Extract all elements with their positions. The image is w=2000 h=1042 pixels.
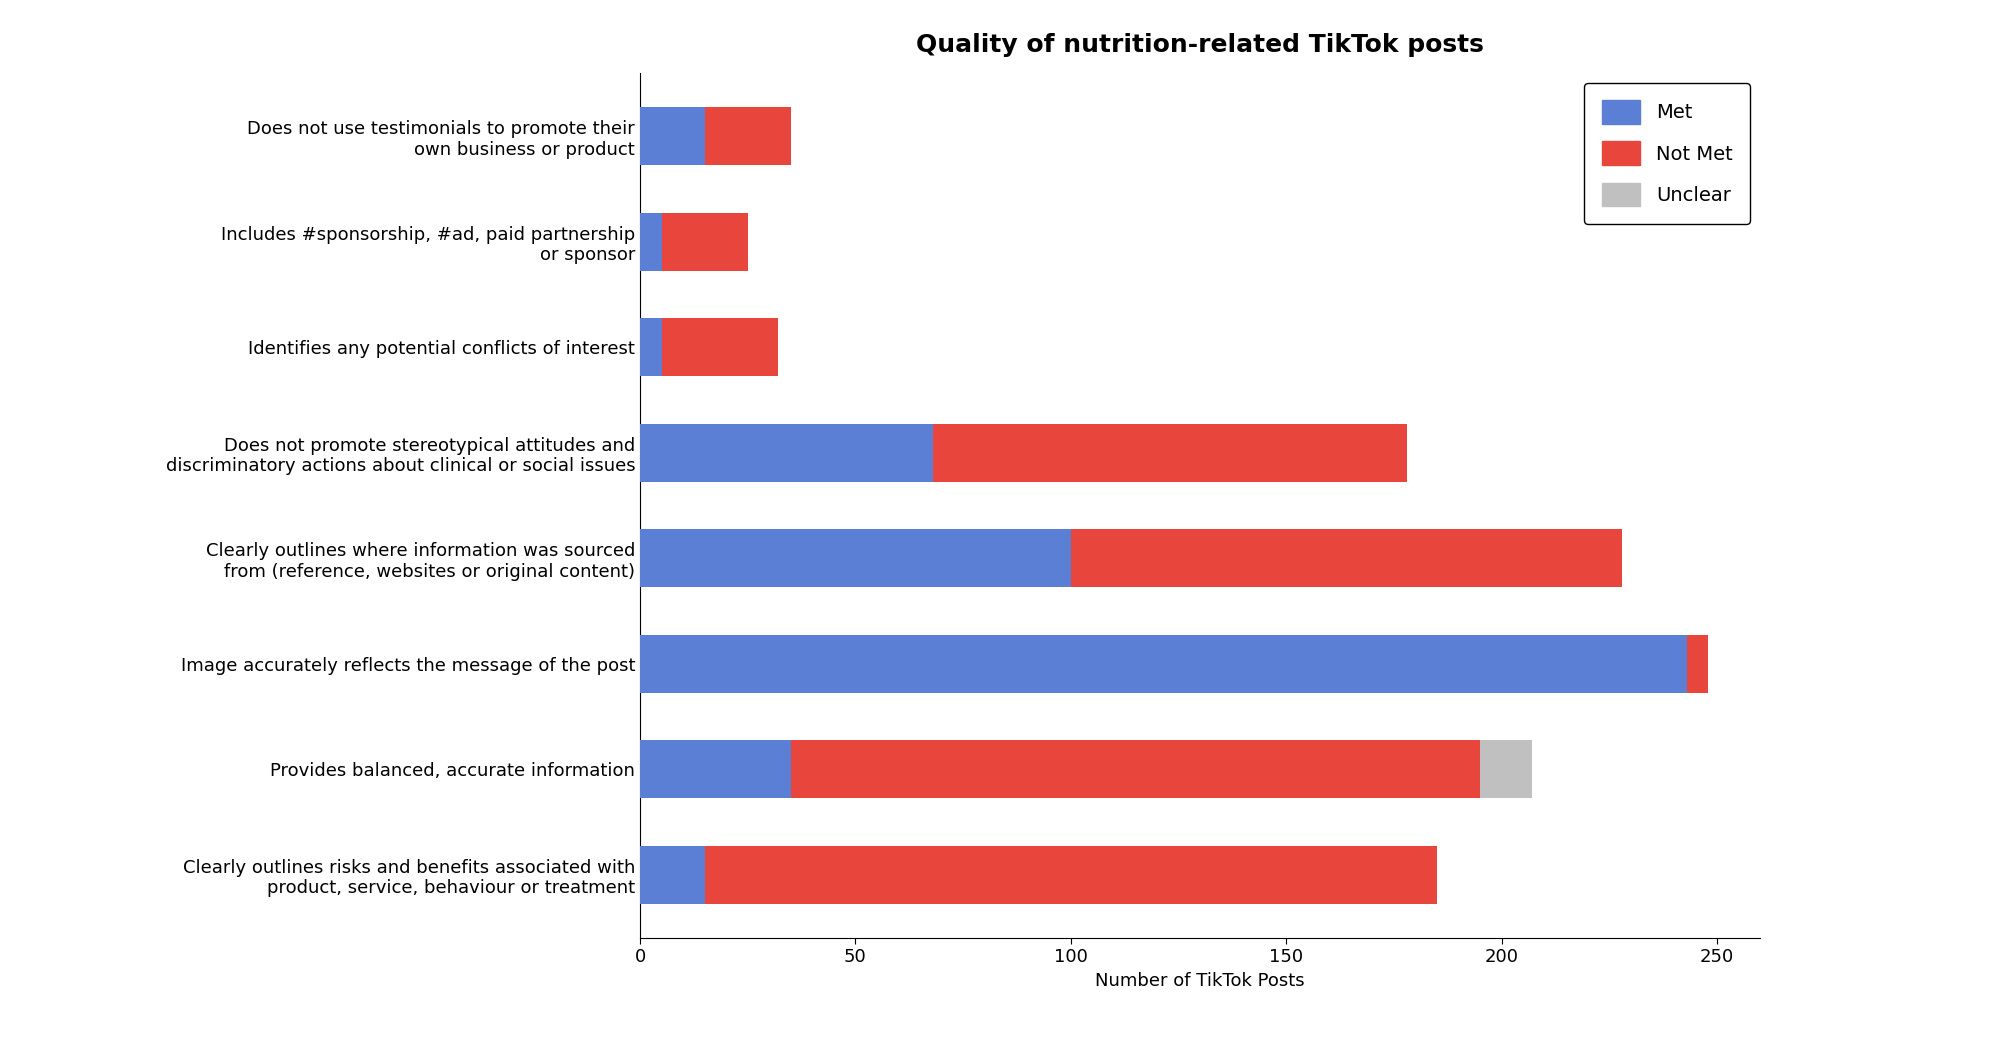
Bar — [1070, 529, 1622, 587]
Bar — [640, 740, 790, 798]
Bar — [662, 318, 778, 376]
Bar — [662, 213, 748, 271]
Bar — [704, 107, 790, 166]
Bar — [640, 107, 704, 166]
Bar — [932, 424, 1406, 481]
Bar — [640, 318, 662, 376]
Bar — [640, 635, 1686, 693]
Legend: Met, Not Met, Unclear: Met, Not Met, Unclear — [1584, 82, 1750, 224]
Bar — [1480, 740, 1532, 798]
Bar — [704, 845, 1436, 903]
Bar — [640, 213, 662, 271]
Title: Quality of nutrition-related TikTok posts: Quality of nutrition-related TikTok post… — [916, 33, 1484, 57]
Bar — [790, 740, 1480, 798]
Bar — [640, 529, 1070, 587]
Bar — [1686, 635, 1708, 693]
Bar — [640, 845, 704, 903]
Bar — [640, 424, 932, 481]
X-axis label: Number of TikTok Posts: Number of TikTok Posts — [1096, 972, 1304, 990]
